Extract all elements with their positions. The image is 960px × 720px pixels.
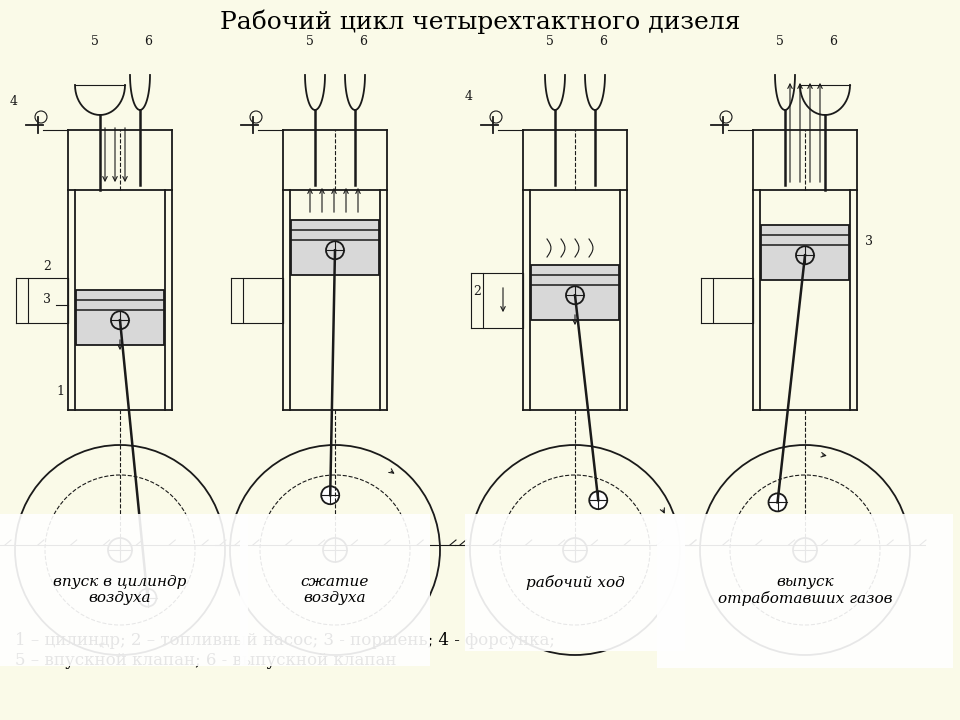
Text: впуск в цилиндр
воздуха: впуск в цилиндр воздуха [54,575,186,606]
Text: 2: 2 [43,259,51,272]
Polygon shape [531,265,619,320]
Text: 6: 6 [144,35,152,48]
Text: 6: 6 [599,35,607,48]
Text: 3: 3 [43,293,51,306]
Text: 5: 5 [306,35,314,48]
Polygon shape [761,225,849,280]
Text: рабочий ход: рабочий ход [526,575,624,590]
Text: 1: 1 [56,385,64,398]
Circle shape [322,486,339,504]
Text: 5: 5 [776,35,784,48]
Text: 3: 3 [865,235,873,248]
Text: 5: 5 [91,35,99,48]
Text: сжатие
воздуха: сжатие воздуха [300,575,370,606]
Text: Рабочий цикл четырехтактного дизеля: Рабочий цикл четырехтактного дизеля [220,10,740,35]
Circle shape [769,493,786,511]
Text: 6: 6 [359,35,367,48]
Text: 4: 4 [10,95,18,108]
Circle shape [138,589,156,607]
Text: 2: 2 [473,285,481,298]
Text: выпуск
отработавших газов: выпуск отработавших газов [718,575,892,606]
Polygon shape [291,220,379,275]
Text: 5: 5 [546,35,554,48]
Circle shape [589,491,608,509]
Text: 1 – цилиндр; 2 – топливный насос; 3 - поршень; 4 - форсунка;
5 – впускной клапан: 1 – цилиндр; 2 – топливный насос; 3 - по… [15,632,555,669]
Polygon shape [76,290,164,345]
Text: 4: 4 [465,90,473,103]
Text: 6: 6 [829,35,837,48]
